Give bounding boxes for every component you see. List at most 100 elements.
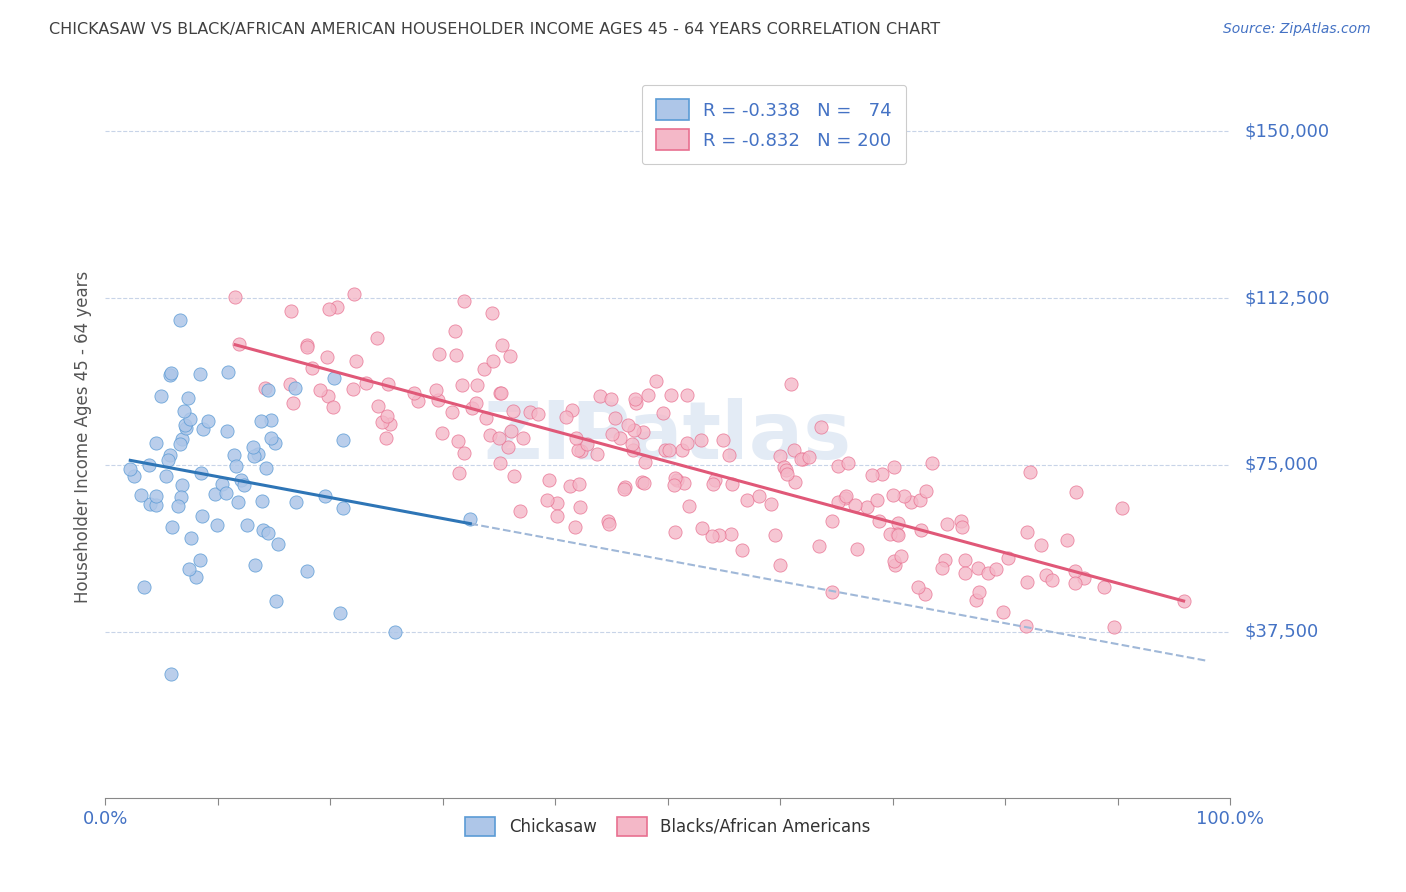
Point (188, 368, 211, 382)
Point (159, 368, 181, 382)
Point (314, 489, 336, 503)
Point (169, 437, 191, 451)
Point (321, 401, 343, 415)
Point (546, 495, 568, 509)
Point (645, 375, 668, 389)
Point (735, 492, 758, 507)
Point (266, 594, 288, 608)
Point (461, 401, 484, 415)
Point (145, 498, 167, 512)
Point (228, 495, 250, 509)
Point (921, 456, 943, 470)
Point (676, 436, 699, 450)
Point (652, 407, 675, 421)
Point (1111, 500, 1133, 515)
Point (250, 494, 273, 508)
Point (950, 514, 973, 528)
Point (1064, 575, 1087, 590)
Point (931, 561, 953, 575)
Point (150, 389, 173, 403)
Point (664, 471, 686, 485)
Point (631, 425, 654, 440)
Point (260, 413, 283, 427)
Point (366, 331, 388, 345)
Point (915, 484, 938, 499)
Point (914, 587, 936, 601)
Point (953, 552, 976, 566)
Point (406, 394, 429, 409)
Point (860, 467, 883, 482)
Point (953, 566, 976, 580)
Text: Source: ZipAtlas.com: Source: ZipAtlas.com (1223, 22, 1371, 37)
Point (702, 477, 724, 491)
Point (205, 518, 228, 533)
Point (179, 411, 201, 425)
Point (228, 336, 250, 351)
Point (950, 520, 973, 534)
Point (1102, 620, 1125, 634)
Point (731, 542, 754, 557)
Point (763, 527, 786, 541)
Point (179, 561, 201, 575)
Point (602, 427, 624, 442)
Point (720, 476, 742, 491)
Point (527, 407, 550, 421)
Point (145, 436, 167, 450)
Point (783, 443, 806, 458)
Point (318, 302, 340, 317)
Point (499, 349, 522, 363)
Point (600, 392, 623, 406)
Point (370, 415, 392, 429)
Point (773, 459, 796, 474)
Point (673, 476, 696, 491)
Point (190, 508, 212, 523)
Point (1015, 524, 1038, 539)
Point (344, 353, 367, 368)
Point (252, 523, 274, 537)
Point (965, 592, 987, 607)
Point (447, 466, 470, 480)
Point (295, 338, 318, 352)
Point (634, 455, 657, 469)
Point (380, 417, 402, 432)
Point (464, 396, 486, 410)
Legend: Chickasaw, Blacks/African Americans: Chickasaw, Blacks/African Americans (457, 808, 879, 844)
Point (342, 382, 364, 396)
Point (472, 361, 495, 376)
Point (367, 399, 389, 413)
Point (567, 442, 589, 457)
Point (810, 419, 832, 434)
Point (623, 392, 645, 407)
Point (295, 340, 318, 354)
Point (820, 515, 842, 529)
Y-axis label: Householder Income Ages 45 - 64 years: Householder Income Ages 45 - 64 years (73, 271, 91, 603)
Point (285, 495, 308, 509)
Point (404, 386, 426, 401)
Point (190, 467, 212, 481)
Point (159, 666, 181, 681)
Point (977, 566, 1000, 581)
Point (554, 409, 576, 424)
Point (1056, 533, 1078, 548)
Point (242, 449, 264, 463)
Point (280, 304, 302, 318)
Point (637, 388, 659, 402)
Point (488, 431, 510, 445)
Point (664, 524, 686, 539)
Point (856, 500, 879, 514)
Point (180, 531, 202, 545)
Point (665, 473, 688, 487)
Point (546, 509, 568, 524)
Point (191, 422, 214, 436)
Point (537, 473, 560, 487)
Point (671, 442, 693, 457)
Point (654, 442, 676, 457)
Point (427, 346, 450, 360)
Point (301, 361, 323, 376)
Point (882, 488, 904, 502)
Point (890, 549, 912, 563)
Point (308, 383, 330, 397)
Point (316, 351, 339, 365)
Point (257, 384, 280, 398)
Point (759, 498, 782, 512)
